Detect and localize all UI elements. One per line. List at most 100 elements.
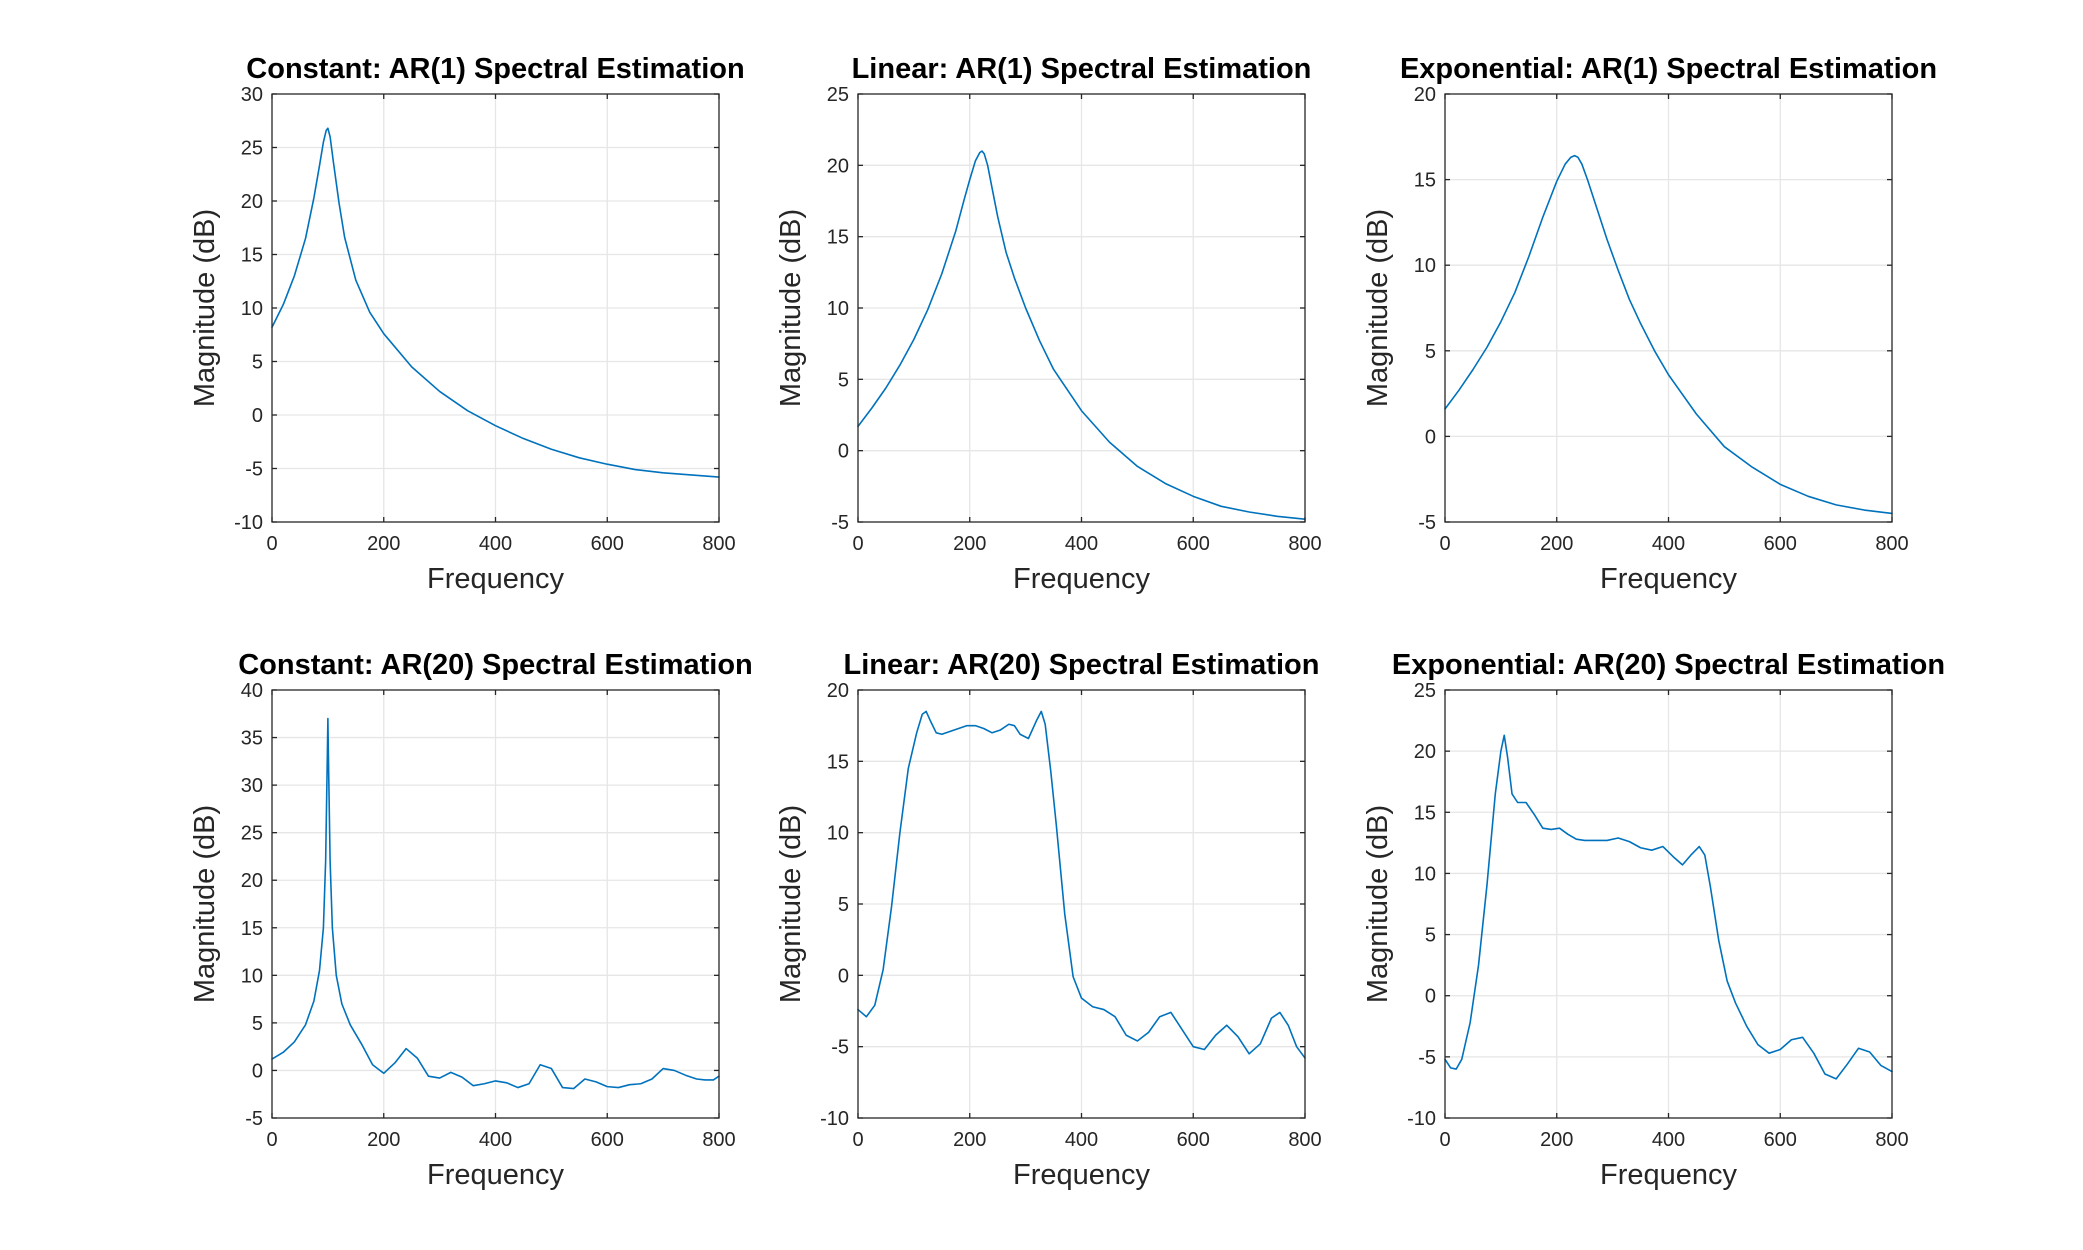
x-tick-label: 0 [852,1129,863,1151]
y-tick-label: -5 [1418,1047,1436,1069]
y-tick-label: 20 [1414,84,1436,106]
x-axis-label: Frequency [1013,1159,1151,1191]
x-tick-label: 600 [1764,1129,1797,1151]
x-axis-label: Frequency [1013,563,1151,595]
y-tick-label: 0 [252,1060,263,1082]
y-tick-label: 30 [241,775,263,797]
x-tick-label: 400 [1652,533,1685,555]
y-tick-label: 0 [252,405,263,427]
y-tick-label: 25 [241,823,263,845]
y-tick-label: -10 [820,1108,849,1130]
y-tick-label: 10 [1414,863,1436,885]
x-tick-label: 400 [1652,1129,1685,1151]
y-tick-label: 5 [838,894,849,916]
y-tick-label: 10 [827,823,849,845]
series-line-0 [271,127,720,478]
y-tick-label: 5 [838,369,849,391]
y-tick-label: -5 [1418,512,1436,534]
y-tick-label: 0 [838,441,849,463]
y-tick-label: 15 [1414,170,1436,192]
chart-constant-ar20: 0 200 400 600 800-50510152025303540Constant:… [189,649,753,1191]
x-tick-label: 400 [1065,533,1098,555]
y-tick-label: 25 [827,84,849,106]
x-tick-label: 800 [1875,1129,1908,1151]
y-tick-label: 5 [1425,925,1436,947]
x-tick-label: 800 [1875,533,1908,555]
y-tick-label: 5 [252,352,263,374]
x-tick-label: 0 [1439,1129,1450,1151]
y-axis-label: Magnitude (dB) [189,805,221,1003]
x-tick-label: 200 [953,1129,986,1151]
y-tick-label: 15 [827,227,849,249]
x-tick-label: 800 [1288,1129,1321,1151]
y-tick-label: -5 [831,1037,849,1059]
x-axis-label: Frequency [1600,1159,1738,1191]
y-axis-label: Magnitude (dB) [1362,805,1394,1003]
x-axis-label: Frequency [427,1159,565,1191]
x-tick-label: 200 [367,533,400,555]
chart-title: Constant: AR(1) Spectral Estimation [246,53,744,85]
y-tick-label: -5 [245,1108,263,1130]
y-tick-label: 15 [241,245,263,267]
y-tick-label: 20 [241,191,263,213]
series-line-0 [1444,734,1893,1080]
grid [1445,690,1892,1118]
y-tick-label: 0 [1425,426,1436,448]
chart-exponential-ar20: 0 200 400 600 800 -10 -5 0 5 10 15 20 25Exponential:… [1362,649,1945,1191]
y-axis-label: Magnitude (dB) [1362,209,1394,407]
y-axis-label: Magnitude (dB) [189,209,221,407]
y-tick-label: 40 [241,680,263,702]
y-tick-label: 15 [827,751,849,773]
x-tick-label: 200 [1540,533,1573,555]
y-axis-label: Magnitude (dB) [775,209,807,407]
y-tick-label: 10 [827,298,849,320]
x-tick-label: 0 [1439,533,1450,555]
y-tick-label: 20 [1414,741,1436,763]
y-tick-label: 25 [241,138,263,160]
chart-title: Exponential: AR(1) Spectral Estimation [1400,53,1937,85]
y-tick-label: 20 [827,680,849,702]
x-tick-label: 200 [1540,1129,1573,1151]
x-tick-label: 200 [953,533,986,555]
y-tick-label: 0 [838,965,849,987]
x-tick-label: 0 [266,1129,277,1151]
x-tick-label: 800 [702,1129,735,1151]
x-tick-label: 600 [591,533,624,555]
y-tick-label: -5 [245,459,263,481]
chart-title: Linear: AR(1) Spectral Estimation [852,53,1312,85]
y-tick-label: 35 [241,728,263,750]
y-tick-label: 10 [241,298,263,320]
x-axis-label: Frequency [427,563,565,595]
y-tick-label: -5 [831,512,849,534]
y-tick-label: 20 [827,155,849,177]
y-tick-label: 5 [1425,341,1436,363]
x-tick-label: 200 [367,1129,400,1151]
x-tick-label: 400 [1065,1129,1098,1151]
x-tick-label: 0 [266,533,277,555]
y-tick-label: 15 [241,918,263,940]
series-line-0 [1444,154,1893,515]
chart-constant-ar1: 0 200 400 600 800 -10 -5 0 5 10 15 20 25 30Constant: … [189,53,745,595]
y-tick-label: 5 [252,1013,263,1035]
x-tick-label: 600 [1177,1129,1210,1151]
x-tick-label: 600 [1177,533,1210,555]
x-axis-label: Frequency [1600,563,1738,595]
x-tick-label: 600 [591,1129,624,1151]
x-tick-label: 400 [479,1129,512,1151]
y-tick-label: 10 [1414,255,1436,277]
series-line-0 [271,717,720,1090]
chart-title: Linear: AR(20) Spectral Estimation [844,649,1320,681]
x-tick-label: 800 [1288,533,1321,555]
y-tick-label: 20 [241,870,263,892]
y-tick-label: -10 [1407,1108,1436,1130]
y-tick-label: 10 [241,965,263,987]
y-tick-label: 0 [1425,986,1436,1008]
y-tick-label: -10 [234,512,263,534]
x-tick-label: 800 [702,533,735,555]
x-tick-label: 600 [1764,533,1797,555]
series-line-0 [857,710,1306,1059]
